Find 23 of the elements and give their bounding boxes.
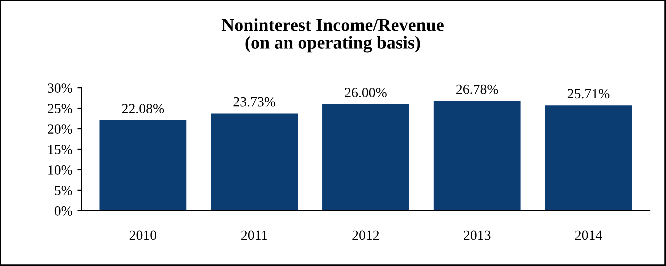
y-tick-label: 25% — [48, 104, 72, 114]
data-label: 26.00% — [345, 88, 387, 98]
y-tick-label: 30% — [48, 84, 72, 94]
x-tick-label: 2014 — [575, 230, 602, 240]
y-tick-label: 10% — [48, 166, 72, 175]
x-tick-label: 2010 — [130, 230, 157, 240]
x-tick-label: 2012 — [352, 230, 380, 240]
bar — [211, 114, 298, 211]
y-tick-label: 15% — [48, 145, 72, 154]
x-tick-label: 2013 — [464, 230, 491, 240]
bar — [322, 104, 410, 211]
chart-title: Noninterest Income/Revenue (on an operating basis) — [222, 18, 444, 53]
y-tick-label: 20% — [48, 124, 72, 134]
y-tick-label: 5% — [55, 186, 72, 196]
bar — [545, 106, 632, 211]
data-label: 23.73% — [234, 97, 276, 107]
data-label: 25.71% — [568, 89, 610, 99]
bar — [100, 120, 187, 211]
x-tick-label: 2011 — [242, 230, 268, 240]
y-tick-label: 0% — [54, 206, 72, 216]
data-label: 26.78% — [456, 84, 498, 94]
bar — [434, 101, 521, 211]
data-label: 22.08% — [122, 104, 164, 114]
